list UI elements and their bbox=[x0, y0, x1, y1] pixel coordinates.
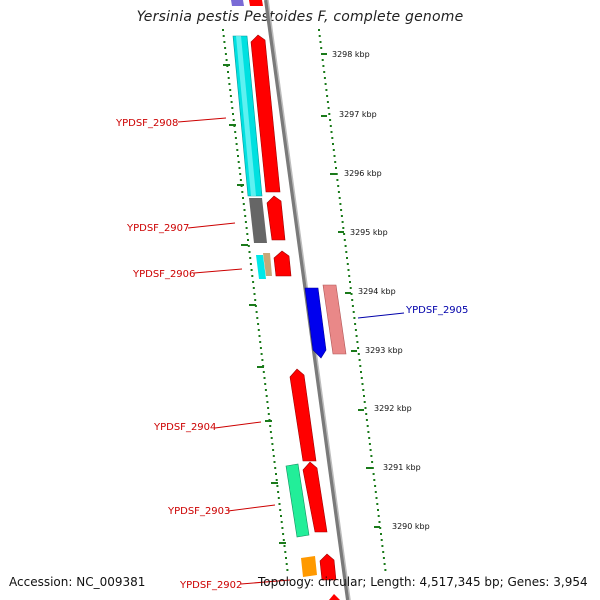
gene-feature[interactable] bbox=[231, 0, 244, 6]
gene-feature-red[interactable] bbox=[302, 461, 328, 533]
scale-label: 3290 kbp bbox=[392, 522, 430, 531]
gene-label[interactable]: YPDSF_2907 bbox=[126, 223, 189, 234]
gene-feature-tan[interactable] bbox=[263, 253, 272, 276]
gene-label[interactable]: YPDSF_2903 bbox=[167, 506, 230, 517]
gene-label-leader bbox=[177, 117, 227, 123]
gene-feature-red[interactable] bbox=[266, 195, 286, 241]
gene-feature-pink[interactable] bbox=[322, 284, 347, 355]
gene-label[interactable]: YPDSF_2904 bbox=[153, 422, 216, 433]
scale-label: 3297 kbp bbox=[339, 110, 377, 119]
scale-label: 3293 kbp bbox=[365, 346, 403, 355]
gene-feature-orange[interactable] bbox=[301, 556, 317, 577]
scale-label: 3291 kbp bbox=[383, 463, 421, 472]
gene-feature-shine bbox=[236, 36, 256, 196]
scale-label: 3292 kbp bbox=[374, 404, 412, 413]
gene-label-leader bbox=[187, 222, 236, 229]
gene-feature-red[interactable] bbox=[250, 34, 281, 193]
major-ticks bbox=[223, 53, 380, 544]
gene-label-leader bbox=[214, 421, 262, 429]
scale-label: 3295 kbp bbox=[350, 228, 388, 237]
gene-label[interactable]: YPDSF_2906 bbox=[132, 269, 195, 280]
gene-feature-red[interactable] bbox=[329, 594, 340, 600]
gene-feature-gray[interactable] bbox=[249, 198, 267, 243]
scale-label: 3294 kbp bbox=[358, 287, 396, 296]
gene-label-leader bbox=[357, 312, 405, 319]
gene-feature-red[interactable] bbox=[289, 368, 317, 462]
gene-feature-red[interactable] bbox=[319, 553, 337, 581]
gene-feature-blue[interactable] bbox=[304, 287, 327, 359]
gene-label-leader bbox=[240, 579, 291, 585]
gene-label[interactable]: YPDSF_2902 bbox=[179, 580, 242, 591]
scale-label: 3298 kbp bbox=[332, 50, 370, 59]
gene-feature-cyan[interactable] bbox=[256, 255, 266, 279]
topology-text: Topology: circular; Length: 4,517,345 bp… bbox=[258, 575, 588, 589]
gene-label-leader bbox=[227, 504, 276, 512]
gene-feature[interactable] bbox=[249, 0, 263, 6]
gene-label[interactable]: YPDSF_2908 bbox=[115, 118, 178, 129]
accession-text: Accession: NC_009381 bbox=[9, 575, 146, 589]
genome-title: Yersinia pestis Pestoides F, complete ge… bbox=[136, 9, 464, 25]
gene-label[interactable]: YPDSF_2905 bbox=[405, 305, 468, 316]
gene-feature-green[interactable] bbox=[285, 463, 310, 538]
scale-label: 3296 kbp bbox=[344, 169, 382, 178]
gene-label-leader bbox=[193, 268, 243, 274]
gene-feature-red[interactable] bbox=[273, 250, 292, 277]
